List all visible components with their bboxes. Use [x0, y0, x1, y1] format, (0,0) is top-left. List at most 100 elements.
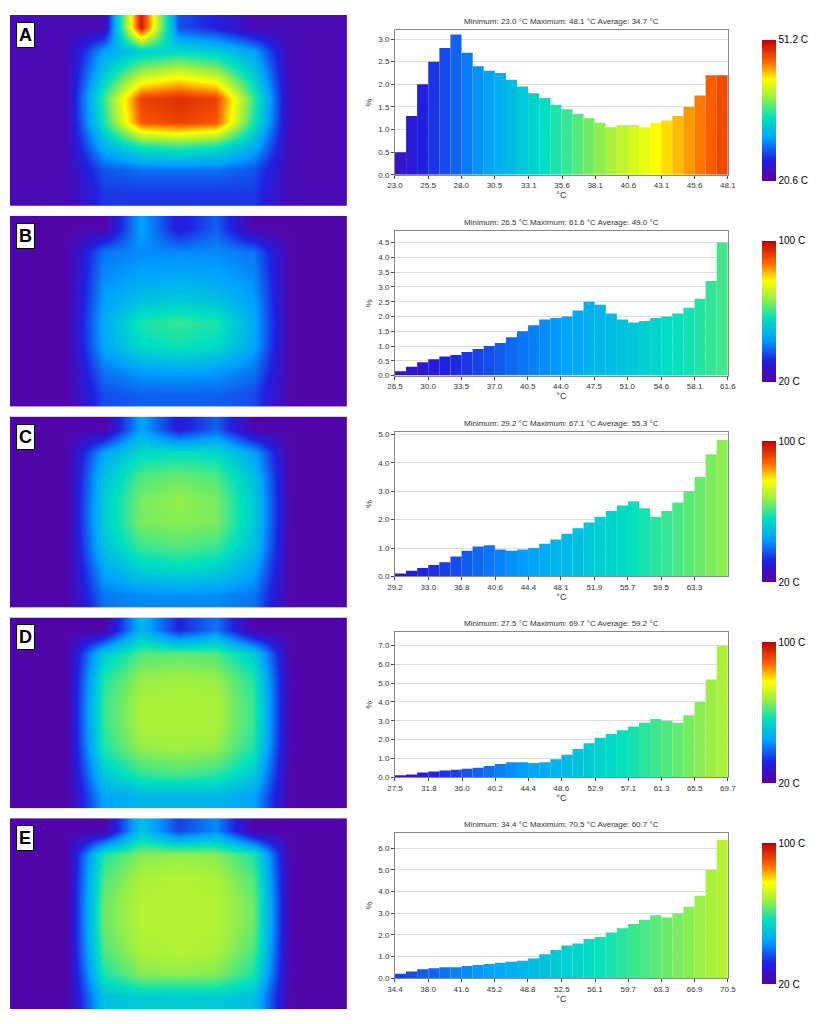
svg-text:20 C: 20 C — [779, 577, 800, 588]
svg-text:61.6: 61.6 — [720, 382, 736, 391]
svg-text:51.2 C: 51.2 C — [779, 34, 808, 45]
svg-text:1.0: 1.0 — [378, 342, 390, 351]
svg-text:61.3: 61.3 — [654, 784, 670, 793]
svg-text:52.5: 52.5 — [554, 985, 570, 994]
svg-text:26.5: 26.5 — [387, 382, 403, 391]
svg-text:63.3: 63.3 — [687, 583, 703, 592]
svg-text:C: C — [19, 427, 32, 447]
svg-text:33.5: 33.5 — [454, 382, 470, 391]
svg-text:D: D — [19, 627, 32, 647]
svg-text:48.8: 48.8 — [520, 985, 536, 994]
svg-text:30.5: 30.5 — [487, 181, 503, 190]
svg-text:55.7: 55.7 — [620, 583, 636, 592]
svg-text:59.5: 59.5 — [653, 583, 669, 592]
svg-text:25.5: 25.5 — [420, 181, 436, 190]
svg-text:29.2: 29.2 — [387, 583, 403, 592]
svg-text:0.0: 0.0 — [378, 371, 390, 380]
svg-text:7.0: 7.0 — [378, 641, 390, 650]
svg-text:66.9: 66.9 — [687, 985, 703, 994]
svg-text:°C: °C — [556, 592, 567, 602]
svg-text:°C: °C — [556, 793, 567, 803]
svg-text:51.0: 51.0 — [619, 382, 635, 391]
svg-text:0.0: 0.0 — [378, 171, 390, 180]
svg-text:100 C: 100 C — [779, 436, 806, 447]
svg-text:36.8: 36.8 — [454, 583, 470, 592]
svg-text:20.6 C: 20.6 C — [779, 175, 808, 186]
svg-text:28.0: 28.0 — [453, 181, 469, 190]
svg-text:2.0: 2.0 — [378, 515, 390, 524]
svg-text:Minimum: 23.0 °C Maximum: 48.1: Minimum: 23.0 °C Maximum: 48.1 °C Averag… — [464, 17, 659, 26]
svg-text:2.5: 2.5 — [378, 57, 390, 66]
svg-text:Minimum: 26.5 °C Maximum: 61.6: Minimum: 26.5 °C Maximum: 61.6 °C Averag… — [464, 218, 659, 227]
svg-text:2.0: 2.0 — [378, 312, 390, 321]
svg-text:0.5: 0.5 — [378, 148, 390, 157]
svg-text:3.0: 3.0 — [378, 283, 390, 292]
svg-text:51.9: 51.9 — [587, 583, 603, 592]
svg-text:1.0: 1.0 — [378, 952, 390, 961]
svg-text:27.5: 27.5 — [387, 784, 403, 793]
svg-text:3.5: 3.5 — [378, 268, 390, 277]
svg-text:56.1: 56.1 — [587, 985, 603, 994]
svg-text:1.5: 1.5 — [378, 103, 390, 112]
svg-text:40.6: 40.6 — [487, 583, 503, 592]
svg-text:43.1: 43.1 — [654, 181, 670, 190]
svg-text:5.0: 5.0 — [378, 430, 390, 439]
svg-text:65.5: 65.5 — [687, 784, 703, 793]
svg-text:A: A — [19, 25, 32, 45]
svg-text:6.0: 6.0 — [378, 660, 390, 669]
svg-text:35.6: 35.6 — [554, 181, 570, 190]
svg-text:6.0: 6.0 — [378, 844, 390, 853]
svg-text:33.1: 33.1 — [521, 181, 537, 190]
svg-text:57.1: 57.1 — [621, 784, 637, 793]
svg-text:Minimum: 34.4 °C Maximum: 70.5: Minimum: 34.4 °C Maximum: 70.5 °C Averag… — [464, 820, 659, 829]
svg-text:2.0: 2.0 — [378, 735, 390, 744]
svg-text:1.0: 1.0 — [378, 125, 390, 134]
svg-text:63.3: 63.3 — [654, 985, 670, 994]
svg-text:20 C: 20 C — [779, 376, 800, 387]
svg-text:1.0: 1.0 — [378, 544, 390, 553]
svg-text:41.6: 41.6 — [454, 985, 470, 994]
svg-text:4.5: 4.5 — [378, 238, 390, 247]
svg-text:44.4: 44.4 — [520, 784, 536, 793]
svg-text:4.0: 4.0 — [378, 459, 390, 468]
svg-text:4.0: 4.0 — [378, 253, 390, 262]
svg-text:Minimum: 29.2 °C Maximum: 67.1: Minimum: 29.2 °C Maximum: 67.1 °C Averag… — [464, 419, 659, 428]
svg-text:2.5: 2.5 — [378, 298, 390, 307]
svg-text:100 C: 100 C — [779, 637, 806, 648]
svg-text:%: % — [364, 902, 374, 910]
svg-text:23.0: 23.0 — [387, 181, 403, 190]
svg-text:20 C: 20 C — [779, 778, 800, 789]
svg-text:1.0: 1.0 — [378, 754, 390, 763]
svg-text:Minimum: 27.5 °C Maximum: 69.7: Minimum: 27.5 °C Maximum: 69.7 °C Averag… — [464, 619, 659, 628]
svg-text:58.1: 58.1 — [687, 382, 703, 391]
svg-text:0.0: 0.0 — [378, 572, 390, 581]
svg-text:°C: °C — [556, 994, 567, 1004]
svg-text:38.1: 38.1 — [587, 181, 603, 190]
svg-text:40.6: 40.6 — [621, 181, 637, 190]
svg-text:5.0: 5.0 — [378, 679, 390, 688]
svg-text:37.0: 37.0 — [487, 382, 503, 391]
svg-text:100 C: 100 C — [779, 235, 806, 246]
svg-text:44.4: 44.4 — [521, 583, 537, 592]
svg-text:3.0: 3.0 — [378, 35, 390, 44]
svg-text:59.7: 59.7 — [620, 985, 636, 994]
svg-text:38.0: 38.0 — [420, 985, 436, 994]
svg-text:3.0: 3.0 — [378, 909, 390, 918]
svg-text:%: % — [364, 500, 374, 508]
svg-text:31.8: 31.8 — [421, 784, 437, 793]
svg-text:44.0: 44.0 — [553, 382, 569, 391]
svg-text:40.2: 40.2 — [487, 784, 503, 793]
svg-text:45.2: 45.2 — [487, 985, 503, 994]
svg-text:48.6: 48.6 — [554, 784, 570, 793]
svg-text:5.0: 5.0 — [378, 866, 390, 875]
svg-text:40.5: 40.5 — [520, 382, 536, 391]
svg-text:4.0: 4.0 — [378, 698, 390, 707]
svg-text:70.5: 70.5 — [720, 985, 736, 994]
svg-text:100 C: 100 C — [779, 838, 806, 849]
svg-text:2.0: 2.0 — [378, 931, 390, 940]
svg-text:20 C: 20 C — [779, 979, 800, 990]
svg-text:%: % — [364, 701, 374, 709]
svg-text:E: E — [19, 828, 31, 848]
svg-text:%: % — [364, 98, 374, 106]
svg-text:0.5: 0.5 — [378, 357, 390, 366]
